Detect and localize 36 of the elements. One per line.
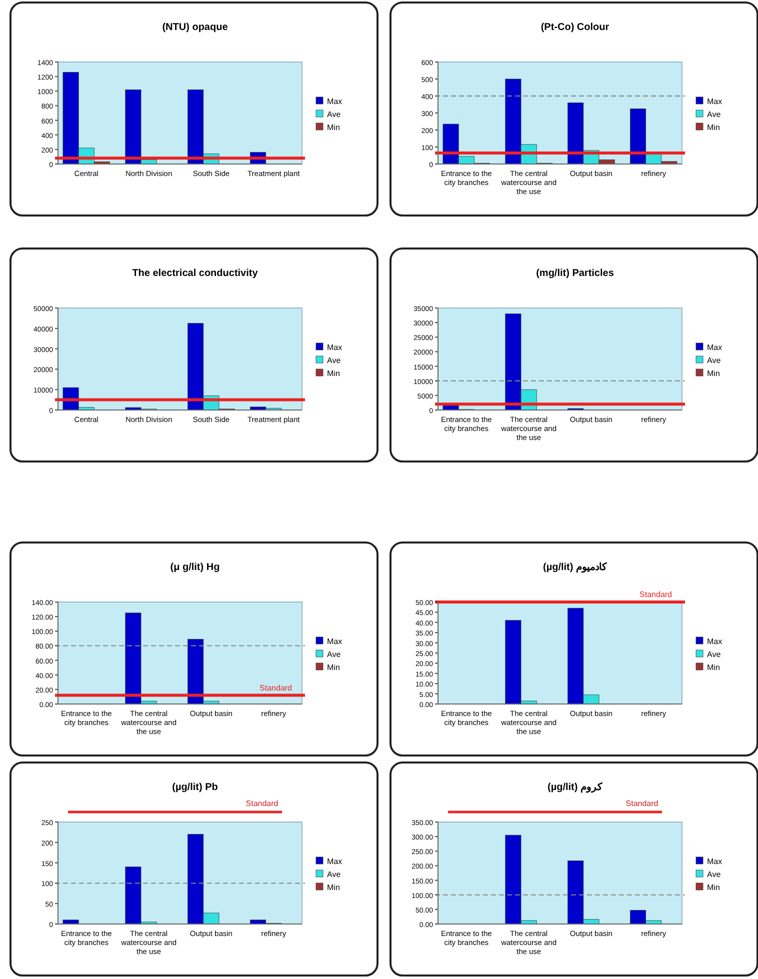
legend-label: Ave bbox=[327, 650, 342, 659]
legend-label: Ave bbox=[707, 870, 722, 879]
legend-label: Min bbox=[707, 883, 720, 892]
legend-label: Max bbox=[707, 857, 722, 866]
chart-title: (µg/lit) کادمیوم bbox=[543, 562, 607, 573]
legend-label: Ave bbox=[327, 110, 342, 119]
chart-title: (mg/lit) Particles bbox=[536, 268, 614, 279]
legend-label: Ave bbox=[707, 650, 722, 659]
legend-label: Min bbox=[707, 369, 720, 378]
legend-label: Max bbox=[327, 637, 342, 646]
legend-label: Max bbox=[707, 97, 722, 106]
legend-label: Max bbox=[707, 637, 722, 646]
chart-title: (µg/lit) کروم bbox=[548, 782, 602, 793]
legend-label: Ave bbox=[327, 356, 342, 365]
legend-label: Min bbox=[327, 883, 340, 892]
chart-title: (μ g/lit) Hg bbox=[170, 562, 220, 573]
legend-label: Min bbox=[327, 369, 340, 378]
ref-line-label: Standard bbox=[260, 683, 292, 692]
legend-label: Min bbox=[707, 663, 720, 672]
text: Standard bbox=[626, 799, 658, 808]
legend-label: Ave bbox=[327, 870, 342, 879]
chart-title: (Pt-Co) Colour bbox=[540, 22, 610, 33]
legend-label: Max bbox=[327, 343, 342, 352]
chart-title: The electrical conductivity bbox=[132, 268, 258, 279]
legend-label: Min bbox=[327, 123, 340, 132]
legend-label: Max bbox=[327, 857, 342, 866]
legend-label: Max bbox=[327, 97, 342, 106]
chart-title: (NTU) opaque bbox=[162, 22, 228, 33]
legend-label: Min bbox=[327, 663, 340, 672]
chart-title: (µg/lit) Pb bbox=[172, 782, 218, 793]
legend-label: Ave bbox=[707, 110, 722, 119]
text: Standard bbox=[246, 799, 278, 808]
legend-label: Max bbox=[707, 343, 722, 352]
legend-label: Min bbox=[707, 123, 720, 132]
ref-line-label: Standard bbox=[640, 590, 672, 599]
legend-label: Ave bbox=[707, 356, 722, 365]
